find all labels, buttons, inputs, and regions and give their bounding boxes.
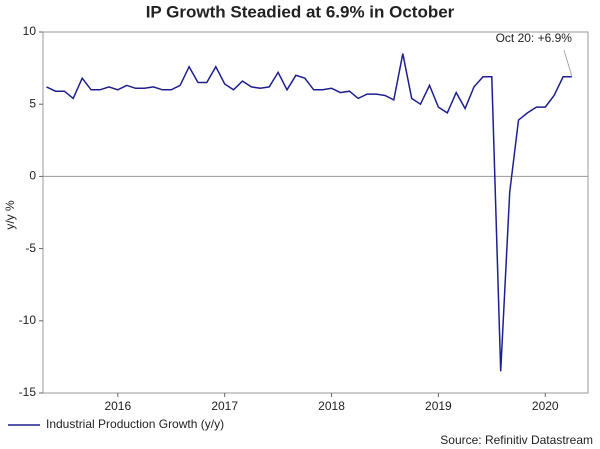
x-tick-label: 2016 xyxy=(104,399,131,413)
source: Source: Refinitiv Datastream xyxy=(440,433,593,447)
y-tick-label: 10 xyxy=(23,24,37,38)
annotation-leader xyxy=(563,49,573,77)
y-tick-label: 0 xyxy=(29,169,36,183)
x-tick-label: 2018 xyxy=(318,399,345,413)
y-tick-label: -5 xyxy=(25,241,36,255)
y-tick-label: -15 xyxy=(19,385,37,399)
x-tick-label: 2017 xyxy=(211,399,238,413)
y-tick-label: -10 xyxy=(19,313,37,327)
chart-title: IP Growth Steadied at 6.9% in October xyxy=(146,2,455,21)
plot-frame xyxy=(42,31,589,394)
series-line xyxy=(46,53,572,372)
annotation: Oct 20: +6.9% xyxy=(496,31,573,45)
legend-label: Industrial Production Growth (y/y) xyxy=(46,417,224,431)
y-tick-label: 5 xyxy=(29,96,36,110)
x-tick-label: 2020 xyxy=(532,399,559,413)
y-axis-label: y/y % xyxy=(3,200,17,230)
x-tick-label: 2019 xyxy=(425,399,452,413)
